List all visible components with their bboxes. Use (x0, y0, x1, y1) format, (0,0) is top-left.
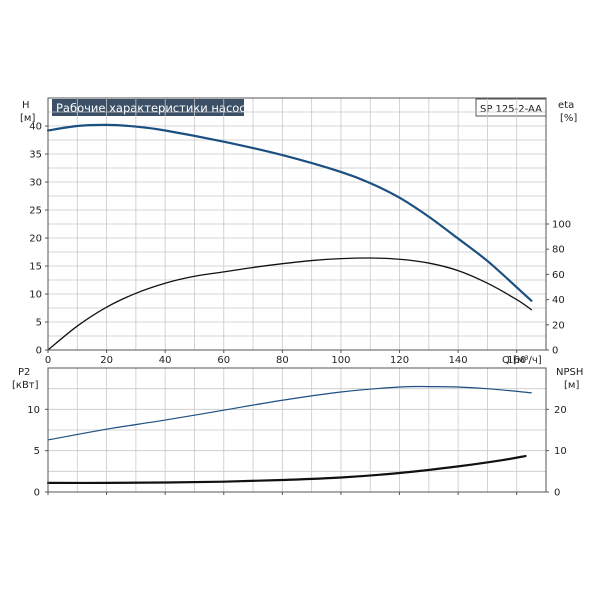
top-panel-grid (48, 98, 546, 350)
y-right-unit-bottom: [м] (564, 380, 579, 391)
npsh-tick-label: 20 (554, 405, 567, 416)
bottom-panel-series (46, 385, 532, 485)
eta-tick-label: 20 (552, 320, 565, 331)
top-panel-series (46, 123, 533, 351)
y-left-name-top: H (22, 100, 30, 111)
eta-tick-label: 80 (552, 245, 565, 256)
npsh-curve (46, 454, 527, 485)
p2-tick-label: 5 (34, 446, 40, 457)
x-tick-label: 80 (276, 355, 289, 366)
x-tick-label: 160 (507, 355, 526, 366)
x-tick-label: 20 (100, 355, 113, 366)
npsh-tick-label: 10 (554, 446, 567, 457)
y-left-unit-top: [м] (20, 113, 35, 124)
h-tick-label: 25 (29, 206, 42, 217)
h-tick-label: 15 (29, 262, 42, 273)
x-tick-label: 100 (331, 355, 350, 366)
eta-tick-label: 60 (552, 270, 565, 281)
x-tick-label: 60 (217, 355, 230, 366)
h-tick-label: 5 (36, 318, 42, 329)
top-panel-ticks: 0 20 40 60 80 100 120 140 160 0 5 10 15 20 25 30 35 40 0 20… (29, 122, 571, 367)
h-tick-label: 30 (29, 178, 42, 189)
y-left-unit-bottom: [кВт] (12, 380, 39, 391)
bottom-panel-ticks: 0 5 10 0 10 20 (27, 405, 566, 499)
head-curve (46, 123, 533, 302)
x-tick-label: 140 (449, 355, 468, 366)
h-tick-label: 35 (29, 150, 42, 161)
y-right-name-top: eta (558, 100, 574, 111)
x-axis-label: Q [м³/ч] (502, 355, 542, 366)
chart-title: Рабочие характеристики насоса (56, 101, 253, 115)
npsh-tick-label: 0 (554, 488, 560, 499)
p2-tick-label: 10 (27, 405, 40, 416)
power-curve (47, 385, 532, 441)
h-tick-label: 20 (29, 234, 42, 245)
p2-tick-label: 0 (34, 488, 40, 499)
h-tick-label: 0 (36, 346, 42, 357)
eta-tick-label: 40 (552, 295, 565, 306)
model-label: SP 125-2-AA (480, 104, 542, 115)
bottom-panel-frame (47, 367, 547, 493)
efficiency-curve (47, 257, 532, 351)
x-tick-label: 120 (390, 355, 409, 366)
x-tick-label: 40 (159, 355, 172, 366)
y-left-name-bottom: P2 (18, 367, 30, 378)
y-right-unit-top: [%] (560, 113, 577, 124)
eta-tick-label: 0 (552, 346, 558, 357)
top-panel-frame (47, 97, 547, 351)
eta-tick-label: 100 (552, 220, 571, 231)
x-tick-label: 0 (45, 355, 51, 366)
h-tick-label: 40 (29, 122, 42, 133)
bottom-panel-grid (48, 368, 546, 492)
h-tick-label: 10 (29, 290, 42, 301)
y-right-name-bottom: NPSH (556, 367, 583, 378)
